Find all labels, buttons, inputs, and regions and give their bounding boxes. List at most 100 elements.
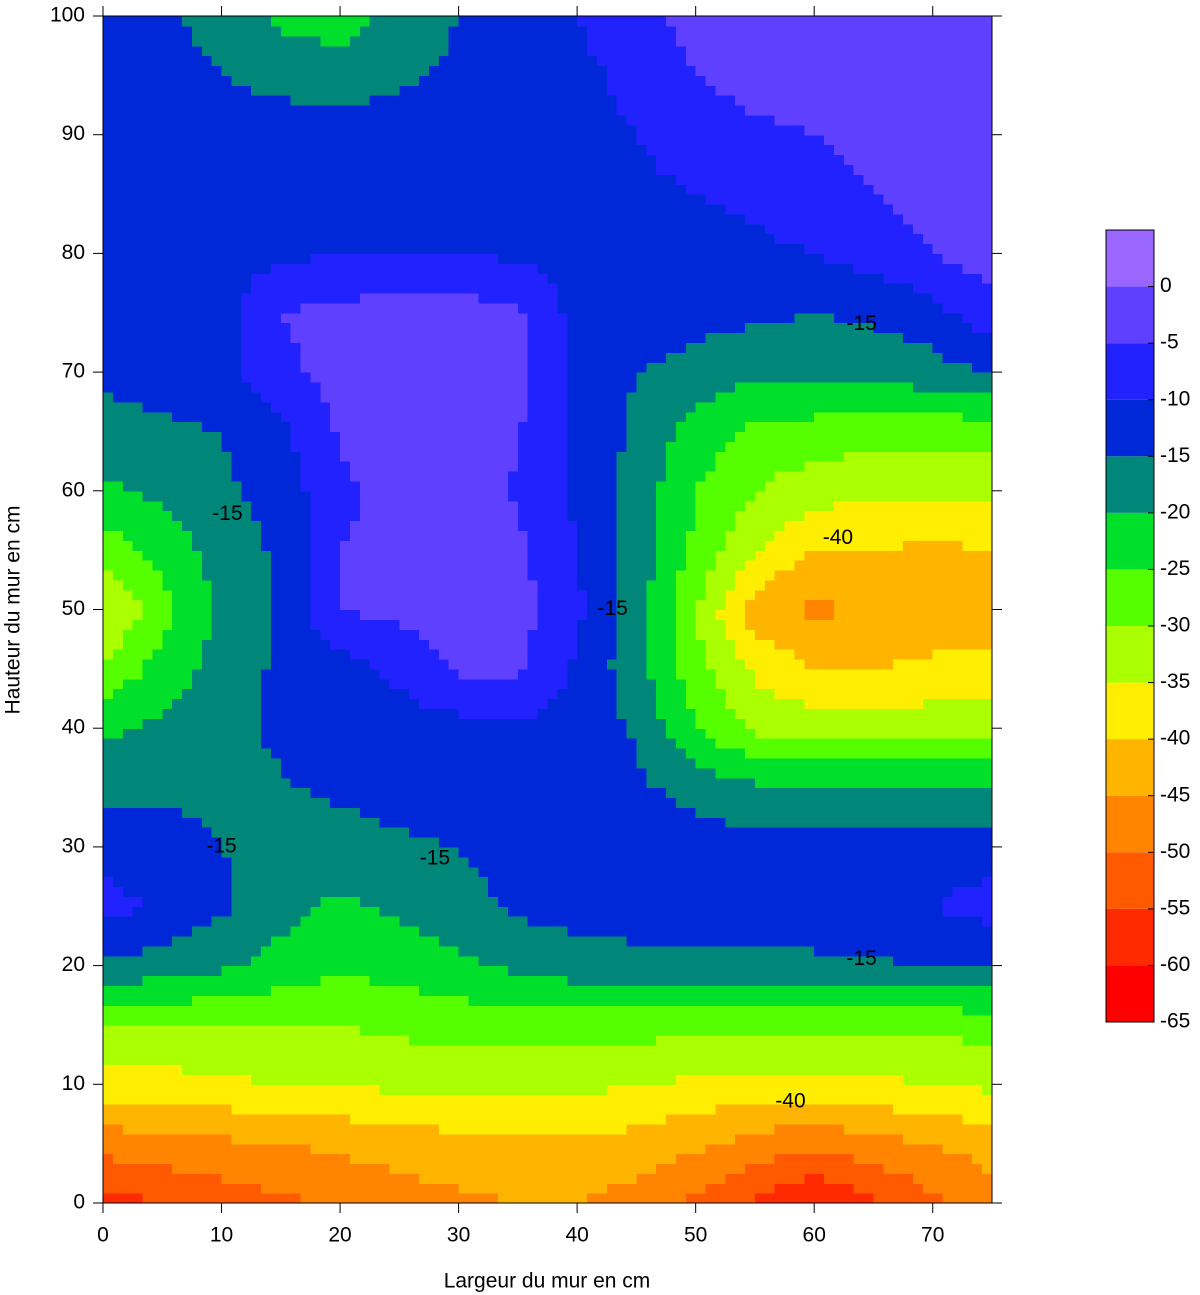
contour-cell (468, 906, 479, 917)
contour-cell (794, 1123, 805, 1135)
contour-cell (814, 856, 825, 868)
contour-cell (843, 688, 855, 700)
contour-cell (942, 1173, 954, 1184)
contour-cell (824, 1133, 835, 1145)
contour-cell (340, 926, 351, 937)
contour-cell (122, 718, 134, 729)
contour-cell (142, 1173, 153, 1184)
contour-cell (112, 708, 124, 719)
contour-cell (952, 718, 963, 729)
contour-cell (103, 718, 114, 729)
contour-cell (893, 1064, 904, 1076)
contour-cell (774, 668, 786, 680)
contour-cell (695, 926, 707, 937)
contour-cell (932, 678, 944, 690)
contour-cell (547, 1104, 558, 1115)
contour-cell (824, 985, 835, 996)
contour-cell (349, 1143, 361, 1155)
contour-cell (804, 1183, 815, 1194)
contour-cell (912, 1163, 924, 1174)
contour-cell (804, 757, 815, 769)
contour-cell (231, 738, 242, 749)
contour-cell (557, 797, 568, 808)
contour-cell (132, 728, 144, 739)
contour-cell (359, 876, 371, 888)
contour-cell (804, 1074, 815, 1085)
contour-cell (498, 866, 509, 878)
contour-cell (527, 837, 539, 848)
contour-cell (962, 827, 973, 838)
contour-cell (587, 866, 598, 878)
contour-cell (270, 1024, 282, 1036)
contour-cell (103, 965, 114, 977)
contour-cell (883, 1054, 894, 1066)
contour-cell (221, 787, 233, 799)
contour-cell (715, 1034, 726, 1046)
contour-cell (201, 1064, 213, 1076)
contour-cell (656, 777, 667, 789)
contour-cell (132, 718, 144, 729)
contour-cell (557, 985, 568, 996)
contour-cell (231, 906, 242, 917)
contour-cell (606, 718, 618, 729)
contour-cell (596, 827, 608, 838)
contour-cell (468, 708, 479, 719)
contour-cell (932, 1153, 944, 1165)
contour-cell (201, 846, 213, 858)
contour-cell (942, 1015, 954, 1026)
contour-cell (221, 1034, 233, 1046)
contour-cell (330, 678, 341, 690)
contour-cell (458, 1153, 470, 1165)
contour-cell (942, 1005, 954, 1016)
contour-cell (409, 866, 420, 878)
contour-cell (547, 708, 558, 719)
contour-cell (962, 866, 973, 878)
contour-cell (261, 629, 272, 640)
contour-cell (517, 846, 529, 858)
contour-cell (132, 1094, 144, 1105)
contour-cell (912, 1104, 924, 1115)
contour-cell (596, 797, 608, 808)
contour-cell (567, 1034, 578, 1046)
contour-cell (231, 827, 242, 838)
contour-cell (310, 837, 321, 848)
contour-cell (270, 995, 282, 1006)
contour-cell (103, 995, 114, 1006)
contour-cell (379, 1104, 391, 1115)
contour-cell (507, 965, 519, 977)
contour-cell (764, 916, 776, 927)
contour-cell (340, 1024, 351, 1036)
contour-cell (932, 1163, 944, 1174)
contour-cell (606, 906, 618, 917)
contour-cell (577, 1064, 588, 1076)
contour-cell (399, 866, 410, 878)
contour-cell (478, 777, 489, 789)
contour-cell (419, 876, 430, 888)
contour-cell (191, 955, 203, 967)
contour-cell (725, 787, 736, 799)
contour-cell (241, 619, 252, 630)
contour-cell (152, 827, 163, 838)
contour-cell (241, 807, 252, 818)
contour-cell (270, 767, 282, 779)
contour-cell (715, 708, 726, 719)
contour-cell (547, 797, 558, 808)
contour-cell (764, 1123, 776, 1135)
contour-cell (201, 678, 213, 690)
contour-cell (112, 906, 124, 917)
contour-cell (152, 886, 163, 897)
contour-cell (300, 1153, 312, 1165)
contour-cell (893, 926, 904, 937)
contour-cell (656, 817, 667, 828)
contour-cell (626, 777, 637, 789)
contour-cell (695, 1113, 707, 1125)
contour-cell (814, 1015, 825, 1026)
contour-cell (863, 1044, 875, 1056)
contour-cell (310, 698, 321, 710)
contour-cell (567, 757, 578, 769)
contour-cell (626, 1113, 637, 1125)
contour-cell (231, 1104, 242, 1115)
contour-cell (330, 1084, 341, 1095)
contour-cell (290, 708, 302, 719)
contour-cell (833, 787, 845, 799)
